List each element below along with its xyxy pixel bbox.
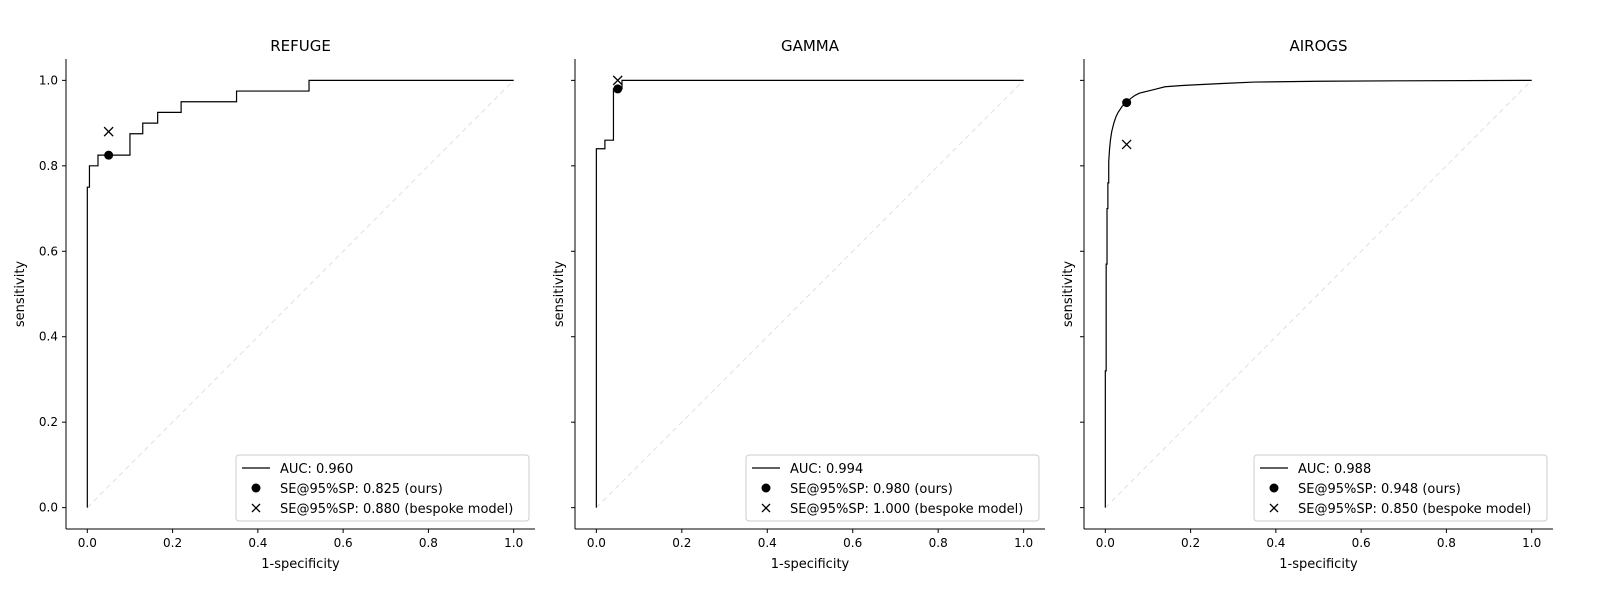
legend-entry: SE@95%SP: 0.948 (ours) [1298,482,1461,497]
x-tick-label: 0.0 [78,536,97,550]
legend-entry: SE@95%SP: 0.825 (ours) [280,482,443,497]
y-axis-label: sensitivity [1061,261,1076,328]
y-tick-label: 0.2 [39,415,58,429]
x-tick-label: 0.6 [1352,536,1371,550]
legend-entry: SE@95%SP: 1.000 (bespoke model) [790,502,1023,517]
y-axis-label: sensitivity [13,261,28,328]
x-axis-label: 1-specificity [261,557,340,572]
legend-entry: AUC: 0.988 [1298,462,1371,477]
legend-dot-swatch [761,483,771,493]
x-tick-label: 1.0 [504,536,523,550]
x-tick-label: 0.4 [1266,536,1285,550]
legend: AUC: 0.994 SE@95%SP: 0.980 (ours) SE@95%SP… [745,454,1040,522]
x-tick-label: 0.4 [248,536,267,550]
roc-curve-line [86,79,514,508]
x-axis-label: 1-specificity [1279,557,1358,572]
x-tick-label: 0.6 [334,536,353,550]
y-axis-label: sensitivity [552,261,567,328]
y-tick-label: 0.8 [39,159,58,173]
chance-diagonal [1104,80,1533,508]
legend: AUC: 0.988 SE@95%SP: 0.948 (ours) SE@95%SP… [1253,454,1548,522]
legend: AUC: 0.960 SE@95%SP: 0.825 (ours) SE@95%SP… [235,454,530,522]
bespoke-point-marker [1121,139,1132,150]
legend-entry: AUC: 0.960 [280,462,353,477]
ours-point-marker [1122,98,1132,108]
bespoke-point-marker [612,75,623,86]
chance-diagonal [86,80,515,508]
x-tick-label: 0.2 [1181,536,1200,550]
ours-point-marker [613,84,623,94]
subplot-gamma: GAMMA 0.0 0.2 0.4 0.6 0.8 1.0 1-specificity sens… [552,37,1045,572]
y-tick-label: 0.4 [39,330,58,344]
legend-dot-swatch [1269,483,1279,493]
x-tick-label: 0.6 [843,536,862,550]
legend-x-swatch [1269,503,1279,513]
bespoke-point-marker [103,126,114,137]
subplot-airogs: AIROGS 0.0 0.2 0.4 0.6 0.8 1.0 1-specificity sen… [1061,37,1553,572]
subplot-refuge: REFUGE 0.0 0.2 0.4 0.6 0.8 1.0 0.0 0.2 0.4 0.6 0.8 1… [13,37,535,572]
chart-title: REFUGE [270,37,331,55]
legend-entry: SE@95%SP: 0.850 (bespoke model) [1298,502,1531,517]
chart-title: GAMMA [781,37,840,55]
legend-entry: AUC: 0.994 [790,462,863,477]
chart-title: AIROGS [1289,37,1347,55]
y-tick-label: 1.0 [39,73,58,87]
legend-x-swatch [251,503,261,513]
chance-diagonal [596,80,1024,508]
roc-curve-line [1104,79,1532,508]
x-axis-label: 1-specificity [771,557,850,572]
x-tick-label: 1.0 [1014,536,1033,550]
x-tick-label: 0.4 [758,536,777,550]
x-tick-label: 0.8 [419,536,438,550]
legend-frame [235,454,530,522]
x-tick-label: 0.2 [163,536,182,550]
legend-frame [745,454,1040,522]
x-tick-label: 0.0 [1096,536,1115,550]
legend-entry: SE@95%SP: 0.980 (ours) [790,482,953,497]
x-tick-label: 0.8 [929,536,948,550]
legend-frame [1253,454,1548,522]
legend-dot-swatch [251,483,261,493]
legend-x-swatch [761,503,771,513]
y-tick-label: 0.6 [39,244,58,258]
legend-entry: SE@95%SP: 0.880 (bespoke model) [280,502,513,517]
y-tick-label: 0.0 [39,501,58,515]
x-tick-label: 1.0 [1522,536,1541,550]
ours-point-marker [104,150,114,160]
x-tick-label: 0.0 [587,536,606,550]
x-tick-label: 0.2 [672,536,691,550]
x-tick-label: 0.8 [1437,536,1456,550]
